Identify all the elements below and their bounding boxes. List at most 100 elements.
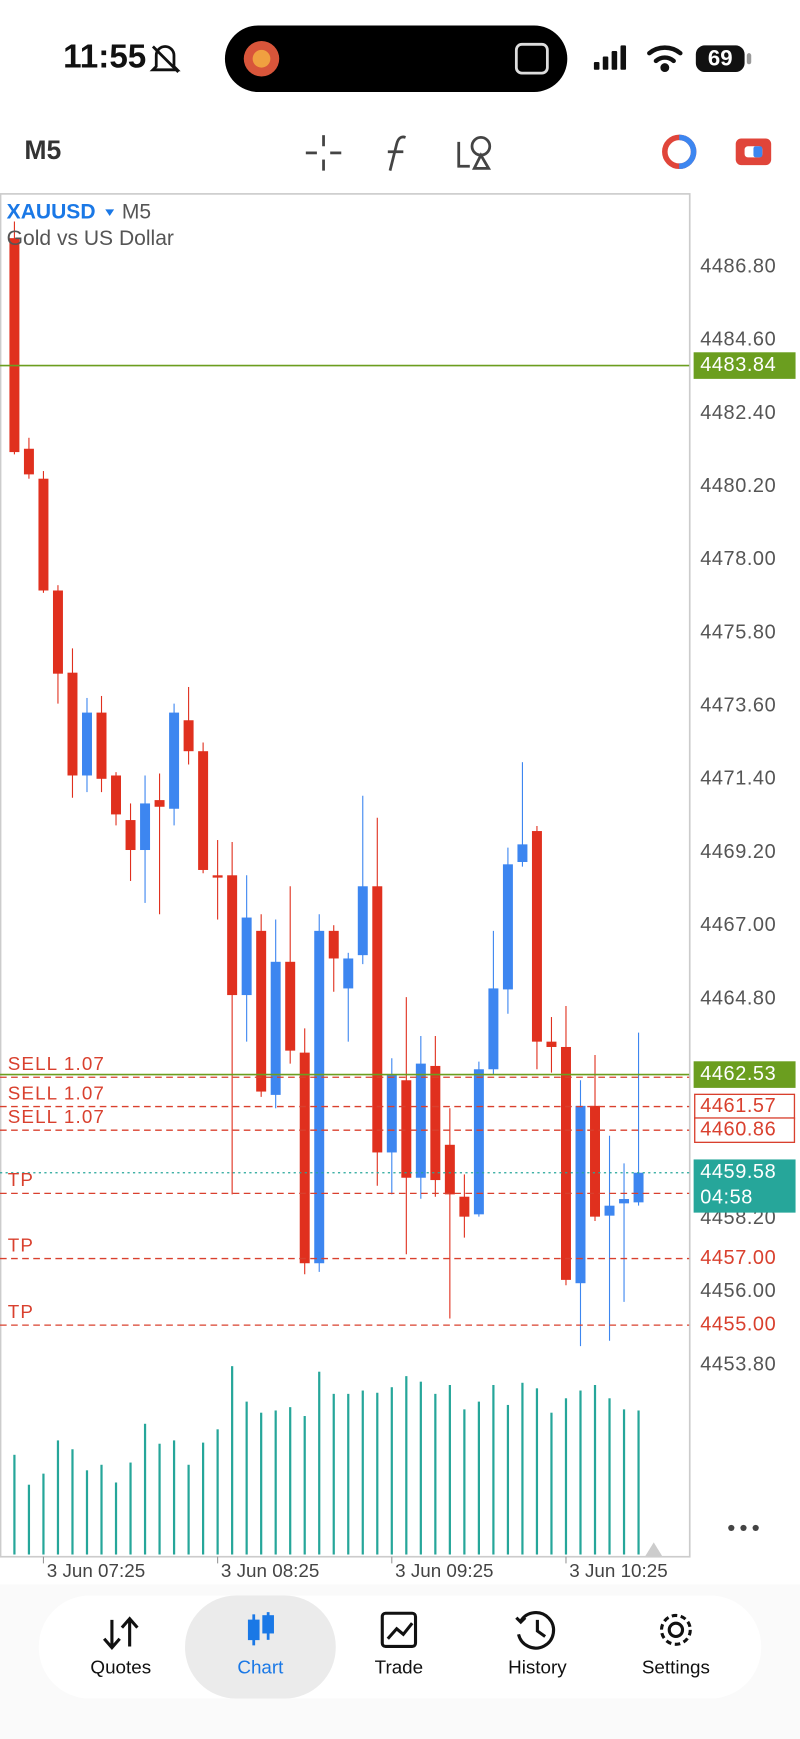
- volume-bar: [550, 1412, 553, 1555]
- candle-body: [517, 844, 528, 862]
- volume-bar: [608, 1398, 611, 1555]
- battery: [695, 45, 745, 73]
- order-tag: SELL 1.07: [8, 1082, 105, 1103]
- crosshair-button[interactable]: [305, 135, 342, 171]
- battery-level: 69: [708, 46, 733, 71]
- y-tick-label: 4475.80: [700, 621, 776, 643]
- y-tick-label: 4467.00: [700, 914, 776, 936]
- candle-body: [299, 1052, 310, 1264]
- account-button[interactable]: [662, 134, 697, 169]
- y-tick-label: 4484.60: [700, 329, 776, 351]
- candle-body: [241, 917, 252, 996]
- y-tick-label: 4482.40: [700, 402, 776, 424]
- candle-body: [256, 930, 267, 1092]
- objects-button[interactable]: [457, 136, 492, 170]
- volume-bar: [245, 1401, 248, 1555]
- volume-bar: [172, 1440, 176, 1555]
- battery-tip: [746, 53, 752, 65]
- price-tag-box: [693, 1159, 796, 1213]
- candle-body: [82, 712, 92, 776]
- candle-body: [590, 1105, 600, 1217]
- volume-bar: [376, 1392, 379, 1555]
- candle-body: [212, 875, 223, 878]
- trade-icon: [380, 1611, 418, 1649]
- trade-button[interactable]: [735, 138, 772, 166]
- y-tick-label: 4471.40: [700, 768, 776, 790]
- candle-body: [23, 448, 34, 475]
- nav-trade[interactable]: Trade: [375, 1657, 424, 1678]
- indicators-button[interactable]: [387, 135, 406, 171]
- scroll-marker: [644, 1542, 663, 1557]
- y-tick-label: 4486.80: [700, 255, 776, 277]
- y-tick-label: 4464.80: [700, 987, 776, 1009]
- price-tag: 4462.53: [700, 1063, 776, 1085]
- candle-body: [502, 864, 513, 990]
- island-icon: [514, 42, 549, 75]
- chart-frame: [0, 193, 691, 1558]
- y-tick-label: 4469.20: [700, 841, 776, 863]
- mute-icon: [149, 45, 181, 73]
- timeframe-button[interactable]: M5: [24, 135, 61, 165]
- volume-bar: [405, 1376, 408, 1555]
- candle-body: [546, 1041, 557, 1047]
- symbol-dropdown[interactable]: [105, 209, 115, 217]
- volume-bar: [419, 1381, 422, 1555]
- price-tag: 4457.00: [700, 1247, 776, 1269]
- y-tick-label: 4480.20: [700, 475, 776, 497]
- volume-bar: [390, 1387, 393, 1555]
- symbol[interactable]: XAUUSD: [7, 200, 96, 223]
- volume-bar: [13, 1454, 16, 1555]
- price-tag: 4483.84: [700, 354, 776, 376]
- candle-body: [386, 1074, 397, 1153]
- quotes-icon: [102, 1616, 139, 1650]
- candle-body: [9, 238, 20, 453]
- price-tag: 4460.86: [700, 1118, 776, 1140]
- volume-bar: [637, 1410, 640, 1555]
- volume-bar: [332, 1393, 335, 1555]
- volume-bar: [593, 1384, 597, 1555]
- settings-icon: [659, 1613, 692, 1646]
- candle-body: [285, 961, 296, 1051]
- candle-body: [473, 1069, 484, 1215]
- order-tag: TP: [8, 1234, 34, 1255]
- x-tick-label: 3 Jun 09:25: [395, 1560, 493, 1581]
- volume-bar: [535, 1388, 539, 1555]
- app-icon-inner: [252, 49, 271, 68]
- price-tag: 4459.58: [700, 1161, 776, 1183]
- price-tag-box: [693, 1061, 796, 1088]
- volume-bar: [289, 1407, 292, 1555]
- nav-settings[interactable]: Settings: [642, 1657, 710, 1678]
- candle-body: [227, 875, 238, 996]
- volume-bar: [434, 1393, 437, 1555]
- history-icon: [515, 1611, 556, 1650]
- volume-bar: [448, 1384, 451, 1555]
- candle-body: [430, 1065, 441, 1181]
- wifi-icon: [647, 45, 683, 73]
- candle-body: [619, 1199, 630, 1204]
- x-tick-label: 3 Jun 08:25: [221, 1560, 319, 1581]
- candle-body: [343, 958, 354, 989]
- volume-bar: [564, 1398, 568, 1555]
- price-tag-box: [693, 352, 796, 379]
- nav-chart[interactable]: Chart: [237, 1657, 284, 1678]
- price-tag: 4461.57: [700, 1095, 776, 1117]
- more-button[interactable]: [728, 1524, 759, 1532]
- candle-body: [604, 1205, 615, 1216]
- plot: [9, 221, 644, 1555]
- x-tick-label: 3 Jun 10:25: [569, 1560, 667, 1581]
- volume-bar: [158, 1443, 161, 1555]
- candle-body: [401, 1080, 412, 1178]
- candle-body: [415, 1063, 426, 1178]
- order-tag: TP: [8, 1301, 34, 1322]
- candle-body: [560, 1046, 571, 1280]
- nav-history[interactable]: History: [508, 1657, 567, 1678]
- nav-quotes[interactable]: Quotes: [90, 1657, 151, 1678]
- volume-bar: [114, 1482, 118, 1555]
- volume-bar: [85, 1470, 89, 1555]
- symbol-description: Gold vs US Dollar: [7, 227, 174, 250]
- candle-body: [52, 590, 63, 674]
- candle-body: [198, 751, 209, 870]
- candle-body: [575, 1105, 586, 1284]
- candle-body: [67, 672, 78, 776]
